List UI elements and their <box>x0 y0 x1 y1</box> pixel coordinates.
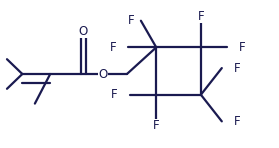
Text: F: F <box>110 41 117 54</box>
Text: F: F <box>198 10 204 23</box>
Text: O: O <box>98 67 108 81</box>
Text: F: F <box>234 62 240 75</box>
Text: F: F <box>153 119 160 132</box>
Text: F: F <box>239 41 246 54</box>
Text: F: F <box>128 14 134 27</box>
Text: O: O <box>79 25 88 38</box>
Text: F: F <box>111 88 118 101</box>
Text: F: F <box>234 115 240 128</box>
